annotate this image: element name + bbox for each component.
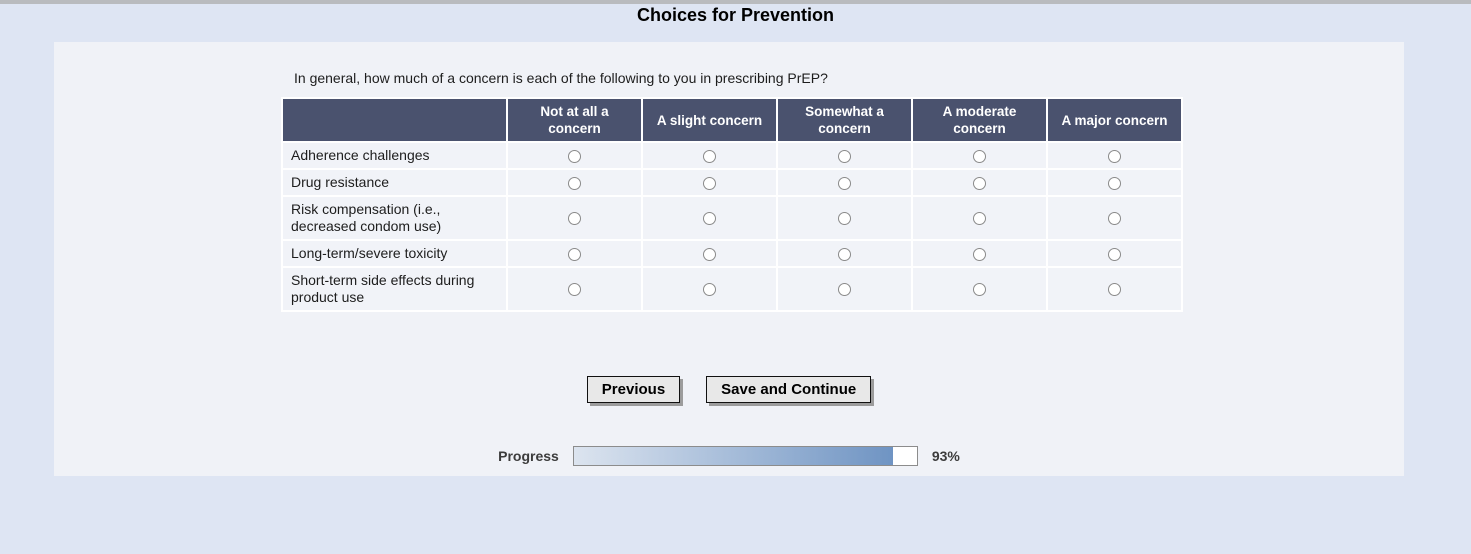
row-label: Long-term/severe toxicity (281, 239, 508, 268)
radio-r1-c4[interactable] (1108, 176, 1121, 190)
row-label: Adherence challenges (281, 141, 508, 170)
top-divider-bar (0, 0, 1471, 4)
previous-button[interactable]: Previous (586, 376, 681, 403)
radio-r1-c2[interactable] (838, 176, 851, 190)
table-row-adherence: Adherence challenges (281, 141, 1183, 170)
radio-r4-c2[interactable] (838, 283, 851, 297)
radio-r2-c4[interactable] (1108, 212, 1121, 226)
table-row-side-effects: Short-term side effects during product u… (281, 266, 1183, 312)
row-label: Drug resistance (281, 168, 508, 197)
radio-r3-c3[interactable] (973, 247, 986, 261)
radio-r4-c3[interactable] (973, 283, 986, 297)
row-label: Risk compensation (i.e., decreased condo… (281, 195, 508, 241)
corner-header-cell (281, 97, 508, 143)
concern-matrix-table: Not at all a concern A slight concern So… (281, 97, 1183, 312)
survey-panel: In general, how much of a concern is eac… (54, 42, 1404, 476)
column-header-major: A major concern (1046, 97, 1183, 143)
table-row-risk-compensation: Risk compensation (i.e., decreased condo… (281, 195, 1183, 241)
radio-r0-c1[interactable] (703, 149, 716, 163)
radio-r1-c0[interactable] (568, 176, 581, 190)
progress-label: Progress (498, 448, 559, 464)
row-label: Short-term side effects during product u… (281, 266, 508, 312)
radio-r0-c0[interactable] (568, 149, 581, 163)
radio-r2-c3[interactable] (973, 212, 986, 226)
radio-r3-c1[interactable] (703, 247, 716, 261)
question-text: In general, how much of a concern is eac… (294, 70, 828, 86)
progress-percent: 93% (931, 448, 960, 464)
column-header-moderate: A moderate concern (911, 97, 1048, 143)
radio-r2-c2[interactable] (838, 212, 851, 226)
save-continue-button[interactable]: Save and Continue (706, 376, 872, 403)
radio-r1-c1[interactable] (703, 176, 716, 190)
radio-r0-c4[interactable] (1108, 149, 1121, 163)
action-buttons: Previous Save and Continue (54, 376, 1404, 403)
progress-bar (572, 446, 918, 466)
radio-r4-c0[interactable] (568, 283, 581, 297)
radio-r0-c3[interactable] (973, 149, 986, 163)
page-title: Choices for Prevention (636, 5, 835, 25)
table-row-drug-resistance: Drug resistance (281, 168, 1183, 197)
column-header-not-at-all: Not at all a concern (506, 97, 643, 143)
radio-r2-c1[interactable] (703, 212, 716, 226)
table-row-toxicity: Long-term/severe toxicity (281, 239, 1183, 268)
progress-fill (573, 447, 893, 465)
radio-r4-c4[interactable] (1108, 283, 1121, 297)
radio-r3-c2[interactable] (838, 247, 851, 261)
radio-r0-c2[interactable] (838, 149, 851, 163)
progress-row: Progress 93% (54, 446, 1404, 466)
radio-r4-c1[interactable] (703, 283, 716, 297)
table-header-row: Not at all a concern A slight concern So… (281, 97, 1183, 143)
radio-r3-c0[interactable] (568, 247, 581, 261)
radio-r3-c4[interactable] (1108, 247, 1121, 261)
radio-r2-c0[interactable] (568, 212, 581, 226)
radio-r1-c3[interactable] (973, 176, 986, 190)
column-header-somewhat: Somewhat a concern (776, 97, 913, 143)
column-header-slight: A slight concern (641, 97, 778, 143)
